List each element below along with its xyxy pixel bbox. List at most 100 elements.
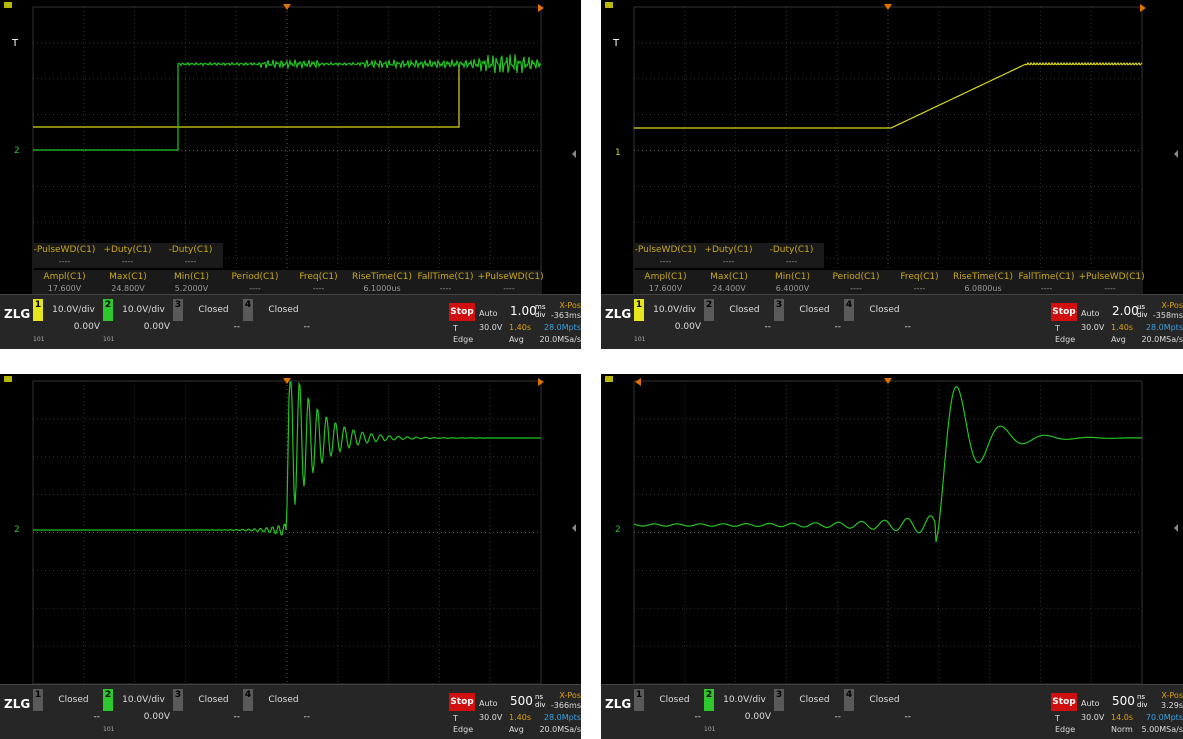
timebase[interactable]: 500 — [510, 694, 533, 708]
measure-label: -Duty(C1) — [168, 245, 213, 255]
channel-offset[interactable]: -- — [904, 712, 912, 722]
right-arrow — [538, 4, 544, 12]
channel-offset[interactable]: -- — [303, 322, 311, 332]
channel-scale[interactable]: Closed — [799, 695, 830, 705]
measure-value: 6.1000us — [363, 284, 401, 293]
channel-number[interactable]: 3 — [774, 299, 784, 321]
bandwidth-note: 101 — [634, 336, 646, 343]
trigger-time: 1.40s — [509, 323, 531, 332]
status-bar: ZLG 1 10.0V/div 0.00V 101 2 10.0V/div 0.00V 101 3… — [0, 294, 581, 349]
timebase-unit: us — [1137, 303, 1146, 311]
channel-scale[interactable]: Closed — [198, 695, 229, 705]
measure-value: 6.0800us — [964, 284, 1002, 293]
channel-number[interactable]: 3 — [173, 299, 183, 321]
trigger-level: 30.0V — [479, 713, 503, 722]
channel-marker: 2 — [14, 525, 20, 535]
scope-screen: T 2 -PulseWD(C1) ---- +Duty(C1) ---- -Duty(C1)… — [0, 0, 581, 349]
channel-number[interactable]: 2 — [704, 299, 714, 321]
trigger-time: 1.40s — [1111, 323, 1133, 332]
channel-number[interactable]: 2 — [103, 299, 113, 321]
trigger-position — [283, 4, 291, 10]
logo: ZLG — [605, 697, 632, 711]
channel-number[interactable]: 4 — [844, 689, 854, 711]
trigger-mode: Auto — [1081, 309, 1100, 318]
channel-offset[interactable]: -- — [233, 322, 241, 332]
timebase[interactable]: 2.00 — [1112, 304, 1139, 318]
channel-scale[interactable]: 10.0V/div — [723, 695, 766, 705]
acquisition: Avg — [509, 335, 524, 344]
channel-number[interactable]: 1 — [634, 299, 644, 321]
bandwidth-note: 101 — [33, 336, 45, 343]
timebase[interactable]: 500 — [1112, 694, 1135, 708]
measure-value: ---- — [121, 257, 134, 266]
memory-depth: 28.0Mpts — [543, 713, 581, 722]
channel-number[interactable]: 2 — [704, 689, 714, 711]
channel-number[interactable]: 1 — [33, 299, 43, 321]
channel-scale[interactable]: 10.0V/div — [122, 305, 165, 315]
measure-label: Freq(C1) — [900, 272, 939, 282]
timebase[interactable]: 1.00 — [510, 304, 537, 318]
timebase-unit: ms — [535, 303, 546, 311]
channel-scale[interactable]: 10.0V/div — [653, 305, 696, 315]
channel-scale[interactable]: 10.0V/div — [52, 305, 95, 315]
status-bar: ZLG 1 Closed -- 2 10.0V/div 0.00V 101 3 Closed -- 4… — [0, 684, 581, 739]
channel-scale[interactable]: Closed — [268, 695, 299, 705]
channel-offset[interactable]: 0.00V — [744, 712, 771, 722]
channel-number[interactable]: 3 — [173, 689, 183, 711]
trigger-position — [283, 378, 291, 384]
bandwidth-note: 101 — [103, 336, 115, 343]
channel-offset[interactable]: -- — [904, 322, 912, 332]
channel-scale[interactable]: Closed — [869, 695, 900, 705]
channel-number[interactable]: 2 — [103, 689, 113, 711]
timebase-div: div — [535, 701, 546, 709]
trigger-source: T — [453, 714, 458, 723]
channel-scale[interactable]: Closed — [799, 305, 830, 315]
scroll-arrow — [572, 150, 576, 158]
run-state[interactable]: Stop — [1051, 303, 1077, 321]
channel-scale[interactable]: 10.0V/div — [122, 695, 165, 705]
channel-offset[interactable]: -- — [764, 322, 772, 332]
channel-scale[interactable]: Closed — [198, 305, 229, 315]
timebase-div: div — [535, 311, 546, 319]
channel-offset[interactable]: 0.00V — [73, 322, 100, 332]
xpos-label: X-Pos — [559, 691, 581, 700]
channel-offset[interactable]: -- — [233, 712, 241, 722]
channel-scale[interactable]: Closed — [58, 695, 89, 705]
measure-bg — [33, 270, 541, 295]
channel-offset[interactable]: -- — [93, 712, 101, 722]
channel-offset[interactable]: -- — [834, 322, 842, 332]
waveform — [33, 54, 542, 151]
sample-rate: 20.0MSa/s — [539, 335, 581, 344]
measure-bg — [33, 243, 223, 268]
measure-value: ---- — [312, 284, 325, 293]
status-bar: ZLG 1 10.0V/div 0.00V 101 2 Closed -- 3 Closed -- 4… — [601, 294, 1183, 349]
channel-number[interactable]: 3 — [774, 689, 784, 711]
channel-offset[interactable]: -- — [694, 712, 702, 722]
channel-number[interactable]: 4 — [243, 689, 253, 711]
right-arrow — [635, 378, 641, 386]
waveform — [33, 381, 541, 536]
channel-offset[interactable]: -- — [303, 712, 311, 722]
channel-scale[interactable]: Closed — [869, 305, 900, 315]
channel-number[interactable]: 1 — [634, 689, 644, 711]
channel-marker: 1 — [615, 148, 621, 158]
channel-offset[interactable]: 0.00V — [143, 712, 170, 722]
channel-number[interactable]: 1 — [33, 689, 43, 711]
measure-label: -PulseWD(C1) — [634, 245, 697, 255]
channel-offset[interactable]: 0.00V — [143, 322, 170, 332]
channel-scale[interactable]: Closed — [729, 305, 760, 315]
run-state[interactable]: Stop — [1051, 693, 1077, 711]
channel-offset[interactable]: 0.00V — [674, 322, 701, 332]
channel-number[interactable]: 4 — [243, 299, 253, 321]
waveform — [633, 386, 1143, 543]
run-state[interactable]: Stop — [449, 693, 475, 711]
waveform-display — [4, 376, 576, 685]
channel-scale[interactable]: Closed — [268, 305, 299, 315]
channel-scale[interactable]: Closed — [659, 695, 690, 705]
channel-offset[interactable]: -- — [834, 712, 842, 722]
channel-marker: 2 — [615, 525, 621, 535]
channel-number[interactable]: 4 — [844, 299, 854, 321]
memory-depth: 70.0Mpts — [1145, 713, 1183, 722]
run-state[interactable]: Stop — [449, 303, 475, 321]
